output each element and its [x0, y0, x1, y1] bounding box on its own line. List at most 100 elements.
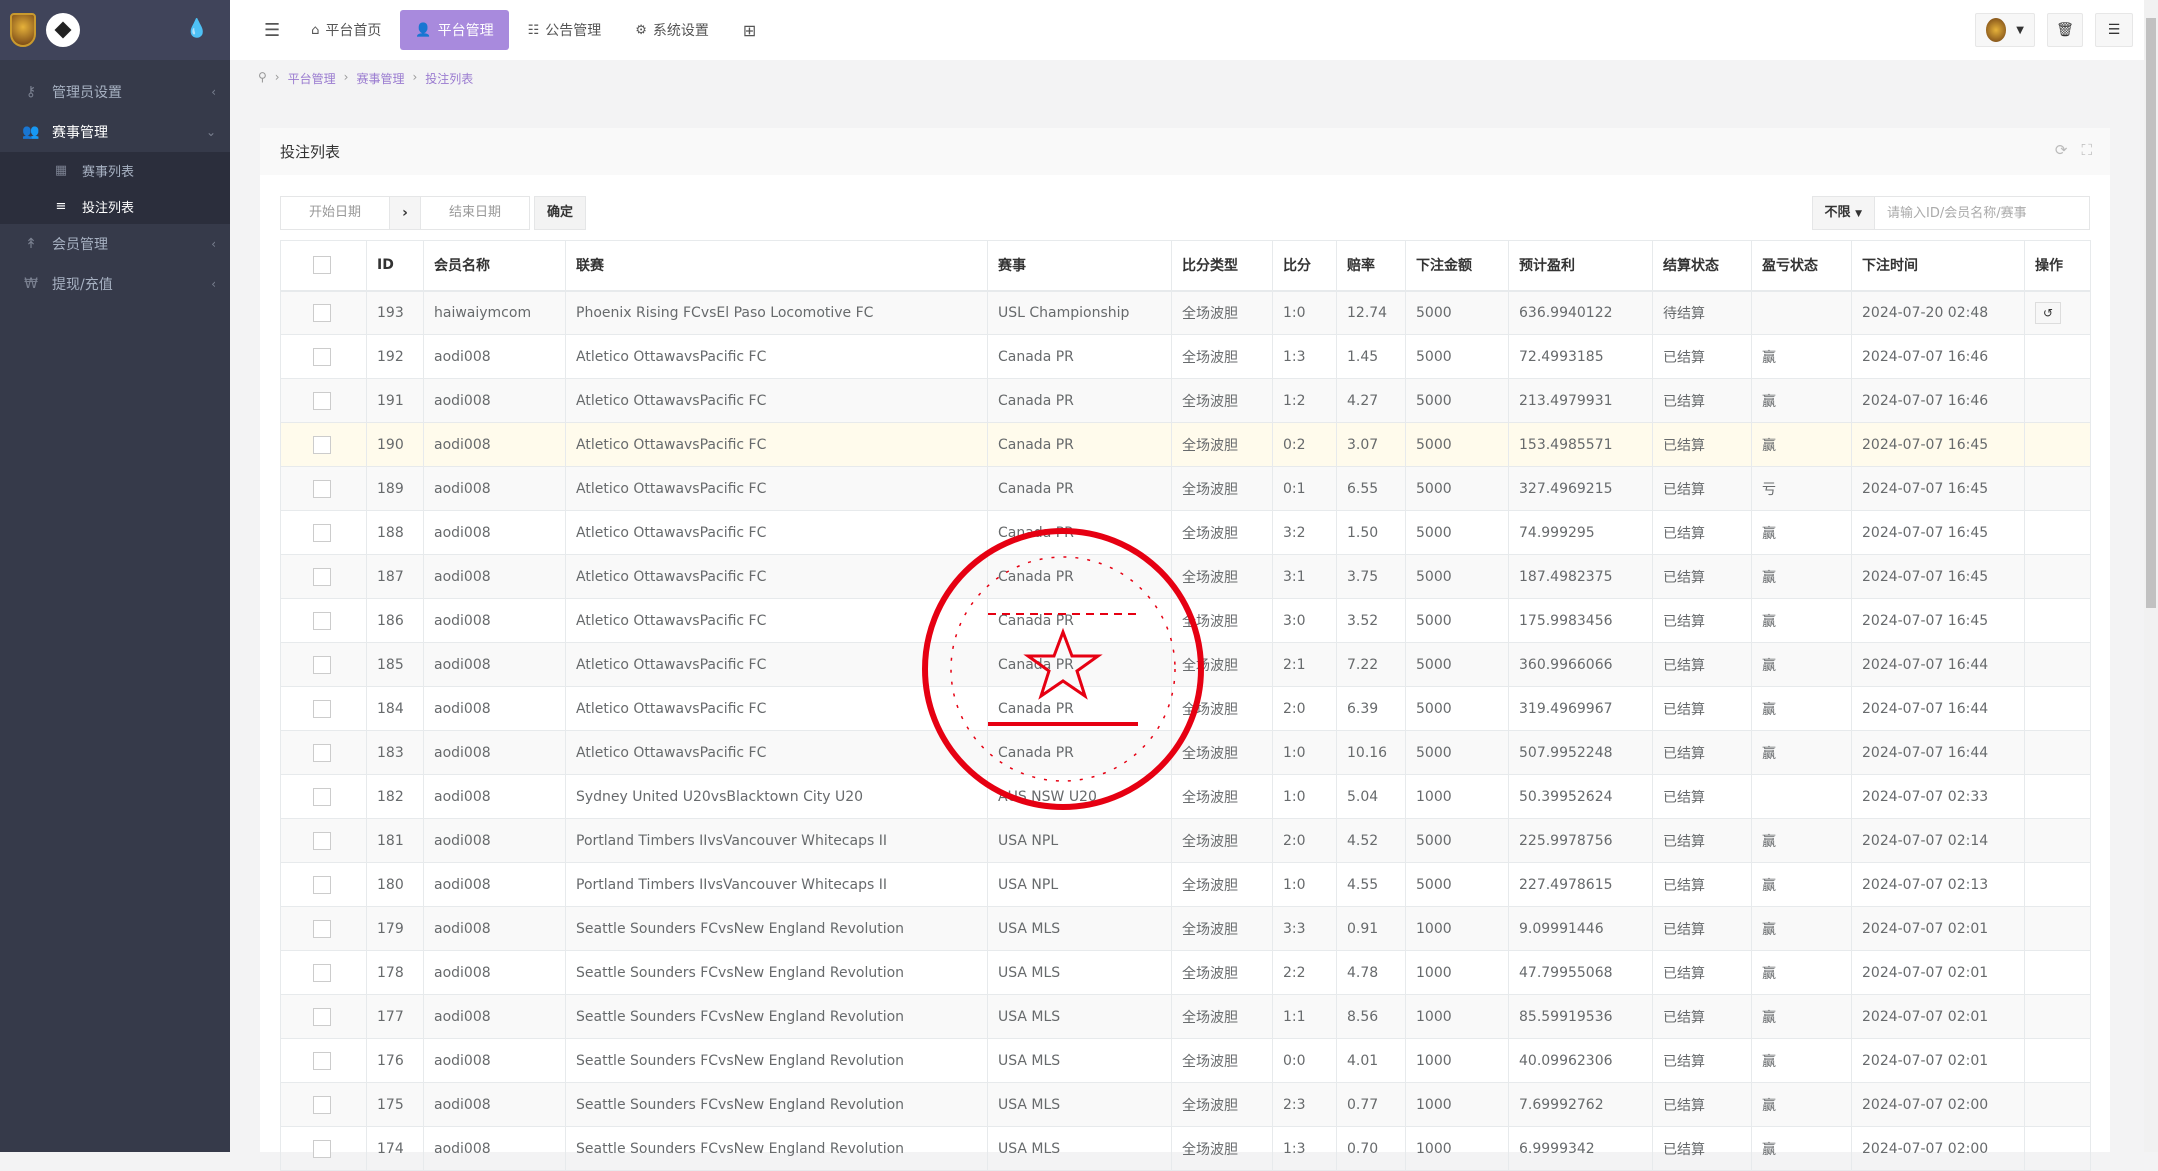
row-checkbox[interactable]	[313, 435, 331, 454]
table-cell: 4.27	[1336, 378, 1406, 423]
clear-cache-button[interactable]: 🗑	[2047, 13, 2083, 47]
table-row[interactable]: 176 aodi008 Seattle Sounders FCvsNew Engla…	[280, 1038, 2091, 1083]
table-row[interactable]: 189 aodi008 Atletico OttawavsPacific FC Can…	[280, 466, 2091, 511]
row-checkbox[interactable]	[313, 655, 331, 674]
table-row[interactable]: 174 aodi008 Seattle Sounders FCvsNew Engla…	[280, 1126, 2091, 1171]
table-cell: 185	[366, 642, 424, 687]
sidebar-item-bet-list[interactable]: ≡ 投注列表	[0, 188, 230, 224]
select-all-checkbox[interactable]	[313, 256, 331, 275]
row-checkbox[interactable]	[313, 567, 331, 586]
sidebar-item-label: 投注列表	[82, 200, 135, 216]
search-input[interactable]	[1875, 196, 2090, 230]
breadcrumb-bets[interactable]: 投注列表	[425, 72, 474, 86]
scrollbar-thumb[interactable]	[2146, 18, 2156, 608]
table-cell: 2024-07-07 16:44	[1851, 686, 2025, 731]
table-row[interactable]: 186 aodi008 Atletico OttawavsPacific FC Can…	[280, 598, 2091, 643]
user-menu-button[interactable]: ▼	[1975, 13, 2035, 47]
row-checkbox[interactable]	[313, 479, 331, 498]
breadcrumb-match[interactable]: 赛事管理	[356, 72, 405, 86]
row-checkbox[interactable]	[313, 699, 331, 718]
table-cell: 12.74	[1336, 290, 1406, 335]
sidebar-item-admin-settings[interactable]: ⚷ 管理员设置 ‹	[0, 72, 230, 112]
table-cell: 2024-07-07 02:01	[1851, 994, 2025, 1039]
table-row[interactable]: 192 aodi008 Atletico OttawavsPacific FC Can…	[280, 334, 2091, 379]
refresh-icon[interactable]: ⟳	[2054, 141, 2068, 159]
actions-cell	[2024, 730, 2091, 775]
tab-system-settings[interactable]: ⚙ 系统设置	[620, 10, 724, 50]
sidebar-item-match-management[interactable]: 👥 赛事管理 ⌄	[0, 112, 230, 152]
table-cell: 1000	[1405, 950, 1509, 995]
row-checkbox[interactable]	[313, 1051, 331, 1070]
checkbox-cell	[280, 774, 367, 819]
row-checkbox[interactable]	[313, 391, 331, 410]
table-row[interactable]: 180 aodi008 Portland Timbers IIvsVancouver…	[280, 862, 2091, 907]
table-cell: 2:2	[1272, 950, 1337, 995]
checkbox-cell	[280, 906, 367, 951]
row-checkbox[interactable]	[313, 1095, 331, 1114]
table-cell: Canada PR	[987, 730, 1172, 775]
table-cell: 已结算	[1652, 1126, 1752, 1171]
row-checkbox[interactable]	[313, 919, 331, 938]
row-checkbox[interactable]	[313, 787, 331, 806]
row-checkbox[interactable]	[313, 831, 331, 850]
status-select[interactable]: 不限 ▼	[1811, 196, 1875, 230]
apps-grid-button[interactable]: ⊞	[742, 20, 757, 40]
row-checkbox[interactable]	[313, 523, 331, 542]
key-icon: ⚷	[25, 84, 37, 100]
right-panel-button[interactable]: ☰	[2095, 13, 2133, 47]
table-row[interactable]: 175 aodi008 Seattle Sounders FCvsNew Engla…	[280, 1082, 2091, 1127]
table-row[interactable]: 178 aodi008 Seattle Sounders FCvsNew Engla…	[280, 950, 2091, 995]
row-checkbox[interactable]	[313, 875, 331, 894]
sidebar-item-withdraw-recharge[interactable]: ₩ 提现/充值 ‹	[0, 264, 230, 304]
table-row[interactable]: 188 aodi008 Atletico OttawavsPacific FC Can…	[280, 510, 2091, 555]
end-date-input[interactable]: 结束日期	[420, 196, 530, 230]
sidebar-item-match-list[interactable]: ▦ 赛事列表	[0, 152, 230, 188]
tab-announcements[interactable]: ☷ 公告管理	[513, 10, 617, 50]
table-cell: 2024-07-07 16:44	[1851, 730, 2025, 775]
row-checkbox[interactable]	[313, 963, 331, 982]
table-row[interactable]: 193 haiwaiymcom Phoenix Rising FCvsEl Paso…	[280, 290, 2091, 335]
table-cell: 85.59919536	[1508, 994, 1653, 1039]
table-cell: 5000	[1405, 598, 1509, 643]
page-scrollbar[interactable]	[2144, 0, 2158, 1152]
table-cell: 2024-07-07 02:01	[1851, 950, 2025, 995]
table-cell: 赢	[1751, 554, 1852, 599]
table-row[interactable]: 181 aodi008 Portland Timbers IIvsVancouver…	[280, 818, 2091, 863]
table-cell: 0:0	[1272, 1038, 1337, 1083]
checkbox-cell	[280, 290, 367, 335]
row-checkbox[interactable]	[313, 1139, 331, 1158]
table-cell: 0.70	[1336, 1126, 1406, 1171]
table-cell: USA MLS	[987, 1126, 1172, 1171]
menu-toggle-button[interactable]: ☰	[264, 19, 281, 41]
table-row[interactable]: 187 aodi008 Atletico OttawavsPacific FC Can…	[280, 554, 2091, 599]
row-checkbox[interactable]	[313, 611, 331, 630]
tab-home[interactable]: ⌂ 平台首页	[296, 10, 396, 50]
table-row[interactable]: 183 aodi008 Atletico OttawavsPacific FC Can…	[280, 730, 2091, 775]
table-cell: 4.55	[1336, 862, 1406, 907]
fullscreen-icon[interactable]: ⛶	[2081, 141, 2092, 159]
start-date-input[interactable]: 开始日期	[280, 196, 390, 230]
confirm-button[interactable]: 确定	[534, 196, 587, 230]
row-checkbox[interactable]	[313, 347, 331, 366]
row-checkbox[interactable]	[313, 303, 331, 322]
undo-button[interactable]: ↺	[2035, 301, 2061, 324]
table-row[interactable]: 184 aodi008 Atletico OttawavsPacific FC Can…	[280, 686, 2091, 731]
table-cell: 5000	[1405, 334, 1509, 379]
table-row[interactable]: 185 aodi008 Atletico OttawavsPacific FC Can…	[280, 642, 2091, 687]
table-row[interactable]: 182 aodi008 Sydney United U20vsBlacktown C…	[280, 774, 2091, 819]
table-row[interactable]: 190 aodi008 Atletico OttawavsPacific FC Can…	[280, 422, 2091, 467]
row-checkbox[interactable]	[313, 1007, 331, 1026]
tab-platform-management[interactable]: 👤 平台管理	[400, 10, 509, 50]
table-cell: 待结算	[1652, 290, 1752, 335]
table-cell: aodi008	[423, 906, 566, 951]
table-cell: 全场波胆	[1171, 334, 1273, 379]
table-row[interactable]: 179 aodi008 Seattle Sounders FCvsNew Engla…	[280, 906, 2091, 951]
bet-table: ID 会员名称 联赛 赛事 比分类型 比分 赔率 下注金额 预计盈利 结算状态 盈亏状态 下注时间 操作…	[280, 240, 2091, 1171]
column-header: ID	[366, 240, 424, 292]
theme-drop-icon[interactable]: 💧	[185, 18, 208, 39]
table-row[interactable]: 177 aodi008 Seattle Sounders FCvsNew Engla…	[280, 994, 2091, 1039]
breadcrumb-platform[interactable]: 平台管理	[287, 72, 336, 86]
sidebar-item-member-management[interactable]: ↟ 会员管理 ‹	[0, 224, 230, 264]
row-checkbox[interactable]	[313, 743, 331, 762]
table-row[interactable]: 191 aodi008 Atletico OttawavsPacific FC Can…	[280, 378, 2091, 423]
